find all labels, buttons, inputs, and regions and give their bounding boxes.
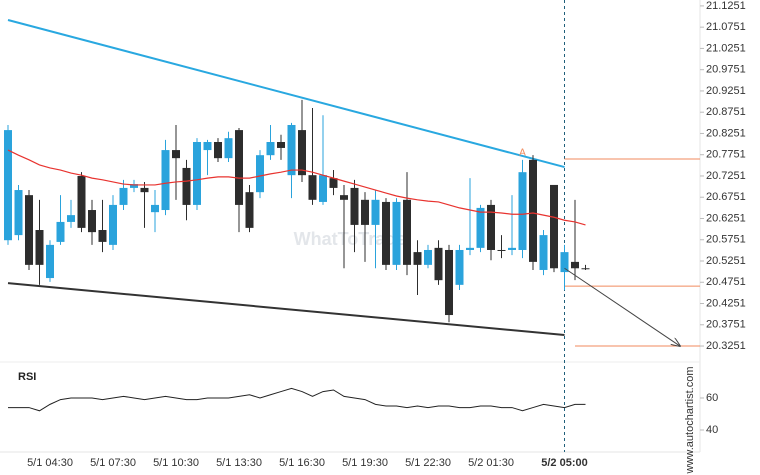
candle-body — [98, 230, 107, 242]
candle-body — [424, 249, 432, 265]
pattern-marker: A — [519, 148, 526, 159]
candle-body — [392, 201, 401, 265]
y-tick-label: 20.4751 — [706, 276, 746, 288]
y-tick-label: 20.9751 — [706, 64, 746, 76]
y-tick-label: 20.7751 — [706, 149, 746, 161]
candle-body — [46, 244, 54, 279]
watermark: WhatToTrade — [294, 229, 407, 249]
candle-body — [287, 124, 296, 176]
candle-body — [298, 130, 306, 176]
candle-body — [214, 142, 222, 159]
candle-body — [25, 195, 33, 265]
candle-body — [266, 142, 275, 156]
candle-body — [529, 159, 537, 262]
candle-body — [487, 204, 495, 250]
candle-body — [382, 201, 390, 265]
rsi-tick-label: 60 — [706, 392, 718, 404]
y-tick-label: 20.9251 — [706, 85, 746, 97]
candle-body — [130, 184, 138, 188]
x-tick-label: 5/1 04:30 — [27, 457, 73, 469]
moving-average — [7, 149, 586, 226]
candle-body — [571, 261, 579, 269]
y-tick-label: 20.7251 — [706, 170, 746, 182]
y-tick-label: 20.6251 — [706, 212, 746, 224]
candle-body — [14, 190, 23, 236]
y-tick-label: 20.6751 — [706, 191, 746, 203]
trend-line — [7, 282, 565, 337]
candle-body — [560, 252, 569, 273]
forecast-arrow — [564, 267, 681, 346]
candle-body — [193, 142, 201, 205]
x-tick-label: 5/1 13:30 — [216, 457, 262, 469]
candle-body — [539, 235, 548, 270]
trend-line — [7, 19, 565, 169]
candle-body — [119, 187, 128, 205]
candle-body — [403, 199, 411, 265]
x-tick-label: 5/2 05:00 — [541, 457, 587, 469]
candle-body — [508, 247, 516, 250]
candle-body — [340, 195, 348, 200]
x-tick-label: 5/1 16:30 — [279, 457, 325, 469]
candle-body — [350, 187, 359, 225]
candle-body — [151, 204, 159, 213]
y-tick-label: 21.0251 — [706, 42, 746, 54]
candle-body — [581, 268, 590, 270]
candle-body — [371, 199, 380, 225]
candle-body — [224, 138, 233, 159]
candle-body — [497, 249, 506, 251]
y-tick-label: 20.5251 — [706, 255, 746, 267]
candle-body — [203, 142, 212, 151]
y-tick-label: 21.0751 — [706, 21, 746, 33]
candle-body — [550, 184, 558, 269]
candle-body — [161, 150, 170, 211]
candle-body — [109, 204, 117, 245]
candle-body — [235, 130, 243, 205]
candle-body — [172, 150, 180, 159]
y-tick-label: 20.3251 — [706, 340, 746, 352]
candle-body — [445, 249, 453, 316]
candle-body — [329, 178, 338, 188]
candle-body — [277, 142, 285, 148]
candle-body — [182, 167, 191, 205]
candle-body — [308, 175, 317, 200]
rsi-line — [8, 387, 586, 412]
x-tick-label: 5/1 07:30 — [90, 457, 136, 469]
rsi-title: RSI — [18, 371, 36, 383]
candle-body — [35, 230, 44, 265]
x-tick-label: 5/1 19:30 — [342, 457, 388, 469]
candle-body — [88, 210, 96, 233]
candle-body — [4, 130, 12, 241]
y-tick-label: 20.5751 — [706, 234, 746, 246]
candle-body — [245, 192, 254, 228]
x-tick-label: 5/2 01:30 — [468, 457, 514, 469]
x-tick-label: 5/1 10:30 — [153, 457, 199, 469]
source: www.autochartist.com — [684, 367, 696, 475]
candle-body — [77, 176, 86, 228]
candle-body — [466, 247, 474, 250]
y-tick-label: 21.1251 — [706, 0, 746, 12]
candle-body — [56, 221, 65, 242]
y-tick-label: 20.8751 — [706, 106, 746, 118]
x-tick-label: 5/1 22:30 — [405, 457, 451, 469]
y-tick-label: 20.8251 — [706, 127, 746, 139]
candle-body — [319, 175, 327, 202]
candle-body — [67, 215, 75, 222]
candle-body — [140, 187, 149, 193]
candle-body — [476, 207, 485, 248]
y-tick-label: 20.4251 — [706, 297, 746, 309]
candle-body — [434, 247, 443, 281]
candle-body — [518, 172, 527, 250]
candle-body — [361, 199, 369, 225]
candle-body — [455, 249, 464, 285]
y-tick-label: 20.3751 — [706, 319, 746, 331]
candle-body — [413, 252, 422, 265]
candle-body — [256, 155, 264, 193]
rsi-tick-label: 40 — [706, 424, 718, 436]
